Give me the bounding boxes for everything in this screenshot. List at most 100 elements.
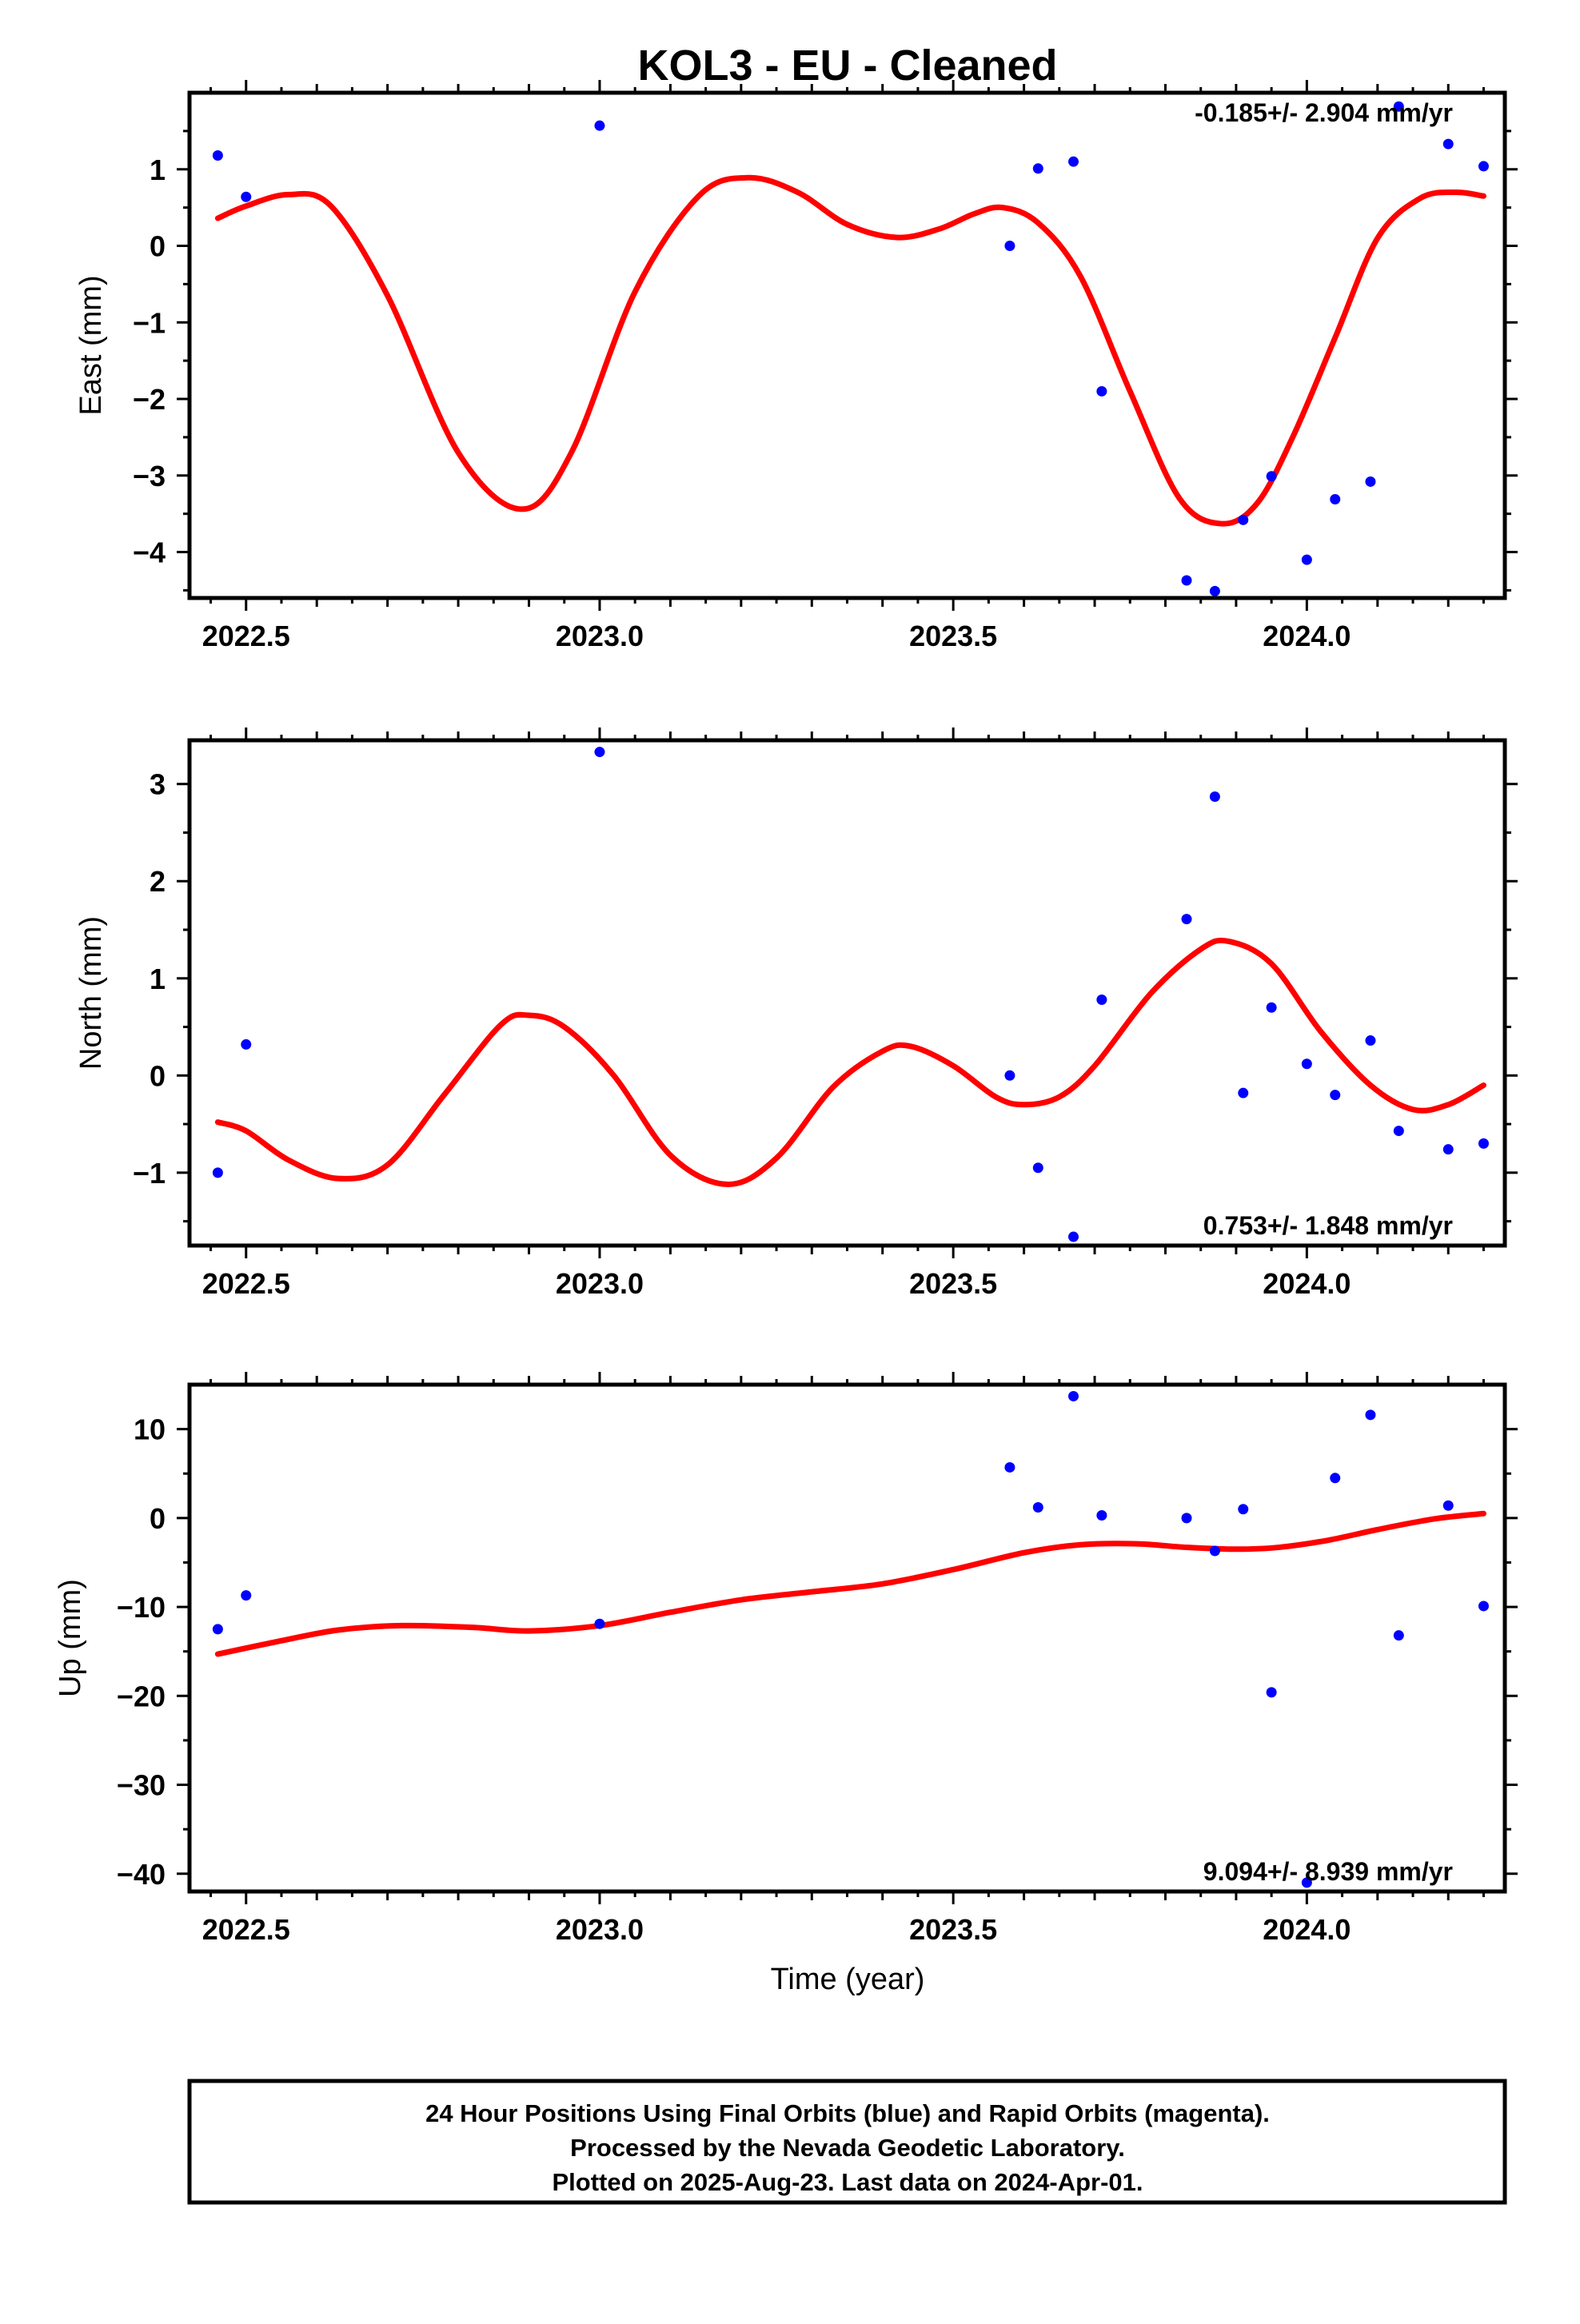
- north-data-point: [1181, 914, 1192, 925]
- up-rate-label: 9.094+/- 8.939 mm/yr: [1203, 1857, 1453, 1886]
- north-fit-curve: [214, 937, 1486, 1187]
- east-y-axis-label: East (mm): [74, 275, 108, 415]
- north-data-point: [1096, 995, 1107, 1006]
- east-data-point: [1238, 514, 1249, 525]
- east-data-point: [1004, 241, 1015, 252]
- east-x-tick-label: 2023.5: [909, 620, 997, 652]
- north-data-point: [1004, 1070, 1015, 1081]
- up-data-point: [1330, 1473, 1341, 1484]
- north-data-point: [1393, 1126, 1404, 1137]
- up-data-point: [1478, 1600, 1489, 1612]
- north-x-tick-label: 2024.0: [1263, 1267, 1351, 1300]
- up-data-point: [1032, 1501, 1043, 1513]
- north-data-point: [1365, 1035, 1376, 1046]
- up-data-point: [241, 1590, 252, 1601]
- up-y-tick-label: −30: [117, 1769, 166, 1802]
- north-x-tick-label: 2023.0: [556, 1267, 644, 1300]
- north-y-tick-label: 3: [150, 768, 166, 801]
- up-data-point: [1266, 1687, 1277, 1698]
- east-x-tick-label: 2024.0: [1263, 620, 1351, 652]
- footer-frame: [187, 2079, 1507, 2205]
- up-panel: 2022.5 2023.0 2023.5 2024.0 10 0 −10 −20 −30 −40 U…: [54, 1372, 1518, 1946]
- east-data-point: [594, 120, 605, 131]
- east-data-point: [1442, 138, 1454, 149]
- up-y-tick-label: −20: [117, 1680, 166, 1712]
- east-data-point: [1365, 476, 1376, 487]
- north-data-point: [212, 1167, 223, 1178]
- up-data-point: [1068, 1390, 1079, 1401]
- up-x-tick-label: 2022.5: [202, 1913, 290, 1946]
- up-data-point: [212, 1624, 223, 1635]
- north-data-point: [1068, 1231, 1079, 1242]
- up-panel-frame: [187, 1382, 1507, 1894]
- up-data-point: [594, 1618, 605, 1629]
- up-x-tick-label: 2024.0: [1263, 1913, 1351, 1946]
- north-panel-frame: [187, 738, 1507, 1248]
- east-fit-curve: [214, 174, 1486, 527]
- up-data-point: [1096, 1510, 1107, 1521]
- north-x-tick-label: 2023.5: [909, 1267, 997, 1300]
- north-y-tick-label: 1: [150, 963, 166, 995]
- north-y-tick-label: 2: [150, 865, 166, 898]
- up-y-tick-label: 10: [134, 1413, 166, 1446]
- north-y-tick-label: 0: [150, 1059, 166, 1092]
- up-y-tick-label: −10: [117, 1591, 166, 1624]
- north-data-point: [1238, 1087, 1249, 1098]
- up-data-point: [1393, 1630, 1404, 1641]
- east-data-point: [1181, 575, 1192, 586]
- east-y-tick-label: −1: [133, 306, 166, 339]
- east-y-tick-label: −2: [133, 383, 166, 416]
- east-data-point: [1266, 471, 1277, 482]
- up-data-point: [1209, 1545, 1220, 1557]
- x-axis-label: Time (year): [771, 1963, 925, 1996]
- north-data-point: [1330, 1090, 1341, 1101]
- north-data-point: [1266, 1002, 1277, 1013]
- east-rate-label: -0.185+/- 2.904 mm/yr: [1195, 98, 1453, 127]
- east-data-point: [1032, 163, 1043, 174]
- east-data-point: [1068, 156, 1079, 167]
- up-y-axis-label: Up (mm): [54, 1579, 87, 1697]
- chart-title: KOL3 - EU - Cleaned: [637, 42, 1057, 90]
- footer-line-orbits: 24 Hour Positions Using Final Orbits (bl…: [425, 2099, 1270, 2127]
- up-x-tick-label: 2023.0: [556, 1913, 644, 1946]
- east-data-point: [212, 150, 223, 161]
- east-data-point: [1096, 385, 1107, 397]
- north-data-point: [1301, 1058, 1312, 1070]
- north-data-point: [1478, 1138, 1489, 1149]
- up-y-tick-label: −40: [117, 1858, 166, 1891]
- up-data-point: [1181, 1513, 1192, 1524]
- up-data-point: [1004, 1461, 1015, 1473]
- east-data-point: [1478, 161, 1489, 172]
- north-y-axis-label: North (mm): [74, 916, 108, 1070]
- east-y-tick-label: −4: [133, 536, 166, 569]
- north-y-tick-label: −1: [133, 1157, 166, 1190]
- east-panel-frame: [187, 90, 1507, 600]
- east-y-tick-label: −3: [133, 460, 166, 492]
- east-data-point: [1330, 493, 1341, 504]
- north-panel: 2022.5 2023.0 2023.5 2024.0 3 2 1 0 −1 North (mm)…: [74, 727, 1518, 1300]
- east-data-point: [241, 191, 252, 202]
- up-y-tick-label: 0: [150, 1502, 166, 1535]
- east-data-point: [1301, 554, 1312, 565]
- footer-line-plotted: Plotted on 2025-Aug-23. Last data on 202…: [552, 2168, 1143, 2196]
- east-y-tick-label: 0: [150, 230, 166, 263]
- footer-box: 24 Hour Positions Using Final Orbits (bl…: [187, 2079, 1507, 2205]
- north-rate-label: 0.753+/- 1.848 mm/yr: [1203, 1211, 1453, 1240]
- up-data-point: [1365, 1409, 1376, 1421]
- east-data-point: [1209, 585, 1220, 596]
- up-data-point: [1238, 1504, 1249, 1515]
- east-data-point: [1393, 101, 1404, 112]
- east-x-tick-label: 2022.5: [202, 620, 290, 652]
- footer-line-processed: Processed by the Nevada Geodetic Laborat…: [570, 2134, 1125, 2162]
- north-data-point: [1442, 1144, 1454, 1155]
- north-data-point: [1209, 791, 1220, 802]
- north-x-tick-label: 2022.5: [202, 1267, 290, 1300]
- north-data-point: [241, 1038, 252, 1050]
- north-data-point: [594, 747, 605, 758]
- east-y-tick-label: 1: [150, 153, 166, 186]
- up-x-tick-label: 2023.5: [909, 1913, 997, 1946]
- up-fit-curve: [214, 1510, 1486, 1657]
